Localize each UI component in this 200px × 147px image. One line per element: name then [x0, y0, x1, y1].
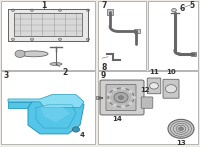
Circle shape [121, 87, 126, 90]
Text: 13: 13 [176, 140, 186, 146]
Bar [191, 52, 196, 56]
Text: 9: 9 [101, 71, 106, 80]
Text: 4: 4 [80, 132, 85, 138]
FancyBboxPatch shape [147, 78, 161, 94]
Text: 3: 3 [4, 71, 9, 80]
Polygon shape [8, 95, 84, 108]
Ellipse shape [20, 51, 48, 57]
Text: 10: 10 [166, 69, 176, 75]
Bar [134, 29, 140, 33]
Circle shape [107, 93, 112, 96]
FancyBboxPatch shape [163, 79, 179, 98]
Ellipse shape [50, 63, 62, 65]
FancyBboxPatch shape [106, 84, 136, 111]
Bar [98, 71, 198, 144]
Circle shape [30, 38, 34, 40]
Text: 2: 2 [62, 68, 67, 77]
Bar [98, 1, 146, 70]
Circle shape [30, 9, 34, 11]
Circle shape [172, 8, 176, 12]
Polygon shape [8, 102, 40, 108]
Bar [14, 13, 82, 36]
Bar [96, 96, 100, 99]
Circle shape [86, 9, 90, 11]
Text: 8: 8 [101, 63, 106, 72]
Polygon shape [40, 105, 70, 122]
FancyBboxPatch shape [141, 97, 153, 108]
Circle shape [165, 85, 177, 93]
Polygon shape [8, 9, 88, 41]
Text: 5: 5 [190, 1, 195, 10]
Text: 11: 11 [149, 69, 159, 75]
Circle shape [86, 38, 90, 40]
Circle shape [112, 104, 117, 107]
Text: 14: 14 [112, 116, 122, 122]
Text: 7: 7 [101, 1, 106, 10]
Circle shape [128, 90, 133, 93]
Circle shape [128, 102, 133, 105]
Circle shape [11, 9, 15, 11]
Text: 1: 1 [41, 1, 47, 10]
Polygon shape [28, 97, 84, 134]
Bar [1, 1, 95, 70]
Circle shape [150, 83, 158, 89]
Circle shape [58, 38, 62, 40]
Circle shape [108, 88, 134, 107]
Circle shape [72, 127, 80, 132]
Circle shape [121, 105, 126, 108]
Circle shape [131, 96, 136, 99]
Bar [148, 1, 198, 70]
Circle shape [114, 92, 128, 103]
Text: 6: 6 [179, 4, 184, 13]
Text: 12: 12 [140, 87, 150, 93]
Circle shape [15, 50, 25, 57]
Circle shape [179, 127, 183, 131]
Circle shape [58, 9, 62, 11]
Circle shape [112, 88, 117, 91]
Circle shape [107, 99, 112, 102]
Bar [1, 71, 95, 144]
Circle shape [119, 96, 123, 99]
FancyBboxPatch shape [100, 80, 144, 115]
Circle shape [168, 119, 194, 138]
Circle shape [11, 38, 15, 40]
Bar [107, 9, 113, 15]
